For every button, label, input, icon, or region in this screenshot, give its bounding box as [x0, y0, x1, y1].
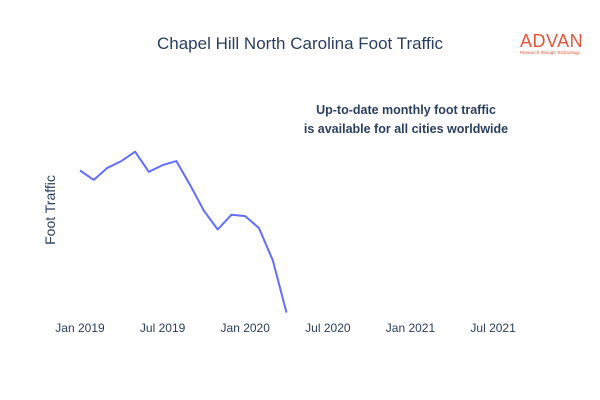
x-tick-label: Jul 2019: [140, 321, 186, 335]
chart-title: Chapel Hill North Carolina Foot Traffic: [157, 34, 443, 53]
logo-tagline: Research through Technology: [520, 50, 580, 55]
advan-logo: ADVAN Research through Technology: [520, 32, 592, 56]
chart-annotation: Up-to-date monthly foot traffic is avail…: [256, 101, 556, 139]
x-tick-label: Jan 2021: [386, 321, 436, 335]
series-line: [79, 150, 288, 313]
annotation-line-1: Up-to-date monthly foot traffic: [316, 103, 496, 117]
x-tick-label: Jan 2020: [221, 321, 271, 335]
logo-wordmark: ADVAN: [520, 31, 584, 51]
x-tick-label: Jul 2020: [305, 321, 351, 335]
x-axis-ticks: Jan 2019 Jul 2019 Jan 2020 Jul 2020 Jan 2021…: [55, 321, 516, 335]
x-tick-label: Jan 2019: [55, 321, 105, 335]
x-tick-label: Jul 2021: [470, 321, 516, 335]
annotation-line-2: is available for all cities worldwide: [303, 122, 509, 136]
